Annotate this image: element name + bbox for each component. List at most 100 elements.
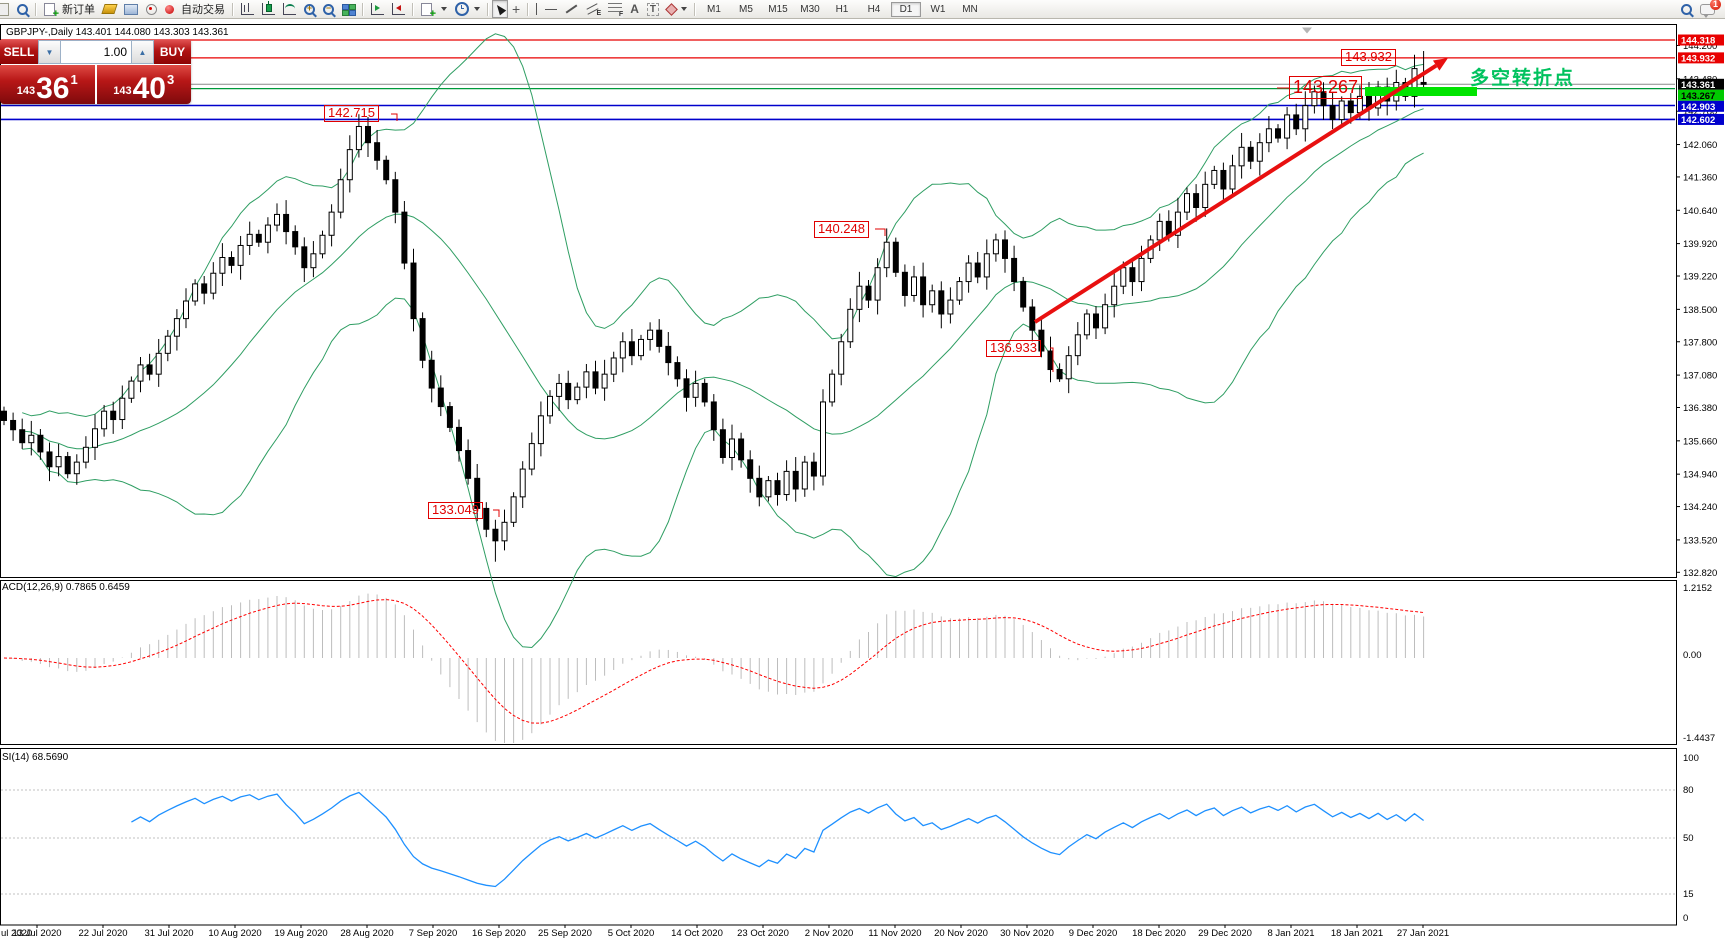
candle-body [920, 276, 927, 306]
candle-body [410, 262, 417, 320]
candle-body [1293, 114, 1300, 130]
candle-body [1356, 95, 1363, 114]
cursor-tool[interactable] [492, 0, 508, 18]
rsi-scale-label: 80 [1683, 785, 1694, 796]
sell-button[interactable]: SELL [0, 40, 38, 64]
zoom-in-button[interactable]: + [300, 0, 319, 18]
candle-body [37, 434, 44, 453]
arrows-dropdown[interactable] [663, 0, 691, 18]
periods-dropdown[interactable] [451, 0, 484, 18]
candle-body [1265, 128, 1272, 144]
navigator-button[interactable] [142, 0, 161, 18]
date-label: 25 Sep 2020 [538, 928, 592, 939]
annotation-143932[interactable]: 143.932 [1341, 49, 1396, 66]
timeframe-button-D1[interactable]: D1 [890, 1, 921, 17]
timeframe-button-M5[interactable]: M5 [739, 3, 753, 15]
rsi-line [131, 791, 1424, 888]
annotation-136933[interactable]: 136.933 [986, 340, 1041, 357]
search-icon [1681, 3, 1692, 15]
search-button[interactable] [1677, 0, 1696, 18]
candle-body [710, 401, 717, 431]
timeframe-button-M30[interactable]: M30 [800, 3, 820, 15]
tile-windows-icon [342, 3, 356, 16]
macd-histogram [12, 593, 1425, 743]
market-watch-button[interactable] [99, 0, 120, 18]
annotation-143267[interactable]: 143.267 [1289, 76, 1363, 99]
main-panel-border [0, 24, 1677, 578]
price-tag-label: 144.318 [1681, 36, 1715, 47]
timeframe-button-H4[interactable]: H4 [867, 3, 881, 15]
support-highlight-bar[interactable] [1365, 87, 1477, 96]
price-tick-label: 140.640 [1683, 206, 1717, 217]
candle-body [228, 257, 235, 266]
timeframe-button-H1[interactable]: H1 [835, 3, 849, 15]
crosshair-tool[interactable]: + [508, 0, 524, 18]
price-tick-label: 132.820 [1683, 568, 1717, 579]
volume-decrease-button[interactable]: ▼ [38, 40, 61, 64]
trend-arrow-head[interactable] [1432, 58, 1448, 71]
timeframe-button-M1[interactable]: M1 [707, 3, 721, 15]
equidistant-channel-tool[interactable]: E [582, 0, 604, 18]
turning-point-text[interactable]: 多空转折点 [1470, 68, 1576, 89]
volume-input[interactable] [61, 40, 131, 64]
candle-body [1002, 239, 1008, 259]
new-order-button[interactable]: 新订单 [40, 0, 99, 20]
candle-body [492, 528, 499, 542]
candle-body [774, 480, 781, 496]
date-label: 30 Nov 2020 [1000, 928, 1054, 939]
candle-body [419, 318, 426, 361]
candle-body [146, 364, 153, 375]
notifications-button[interactable]: 1 [1696, 0, 1721, 18]
zoom-out-button[interactable]: − [319, 0, 338, 18]
new-order-icon [44, 2, 59, 20]
autotrading-button[interactable]: 自动交易 [161, 0, 229, 18]
symbol-ohlc-title: GBPJPY-,Daily 143.401 144.080 143.303 14… [6, 27, 229, 38]
data-window-button[interactable] [120, 0, 142, 18]
candle-body [756, 477, 763, 498]
tile-windows-button[interactable] [338, 0, 359, 18]
horizontal-line-tool[interactable] [541, 0, 561, 18]
candle-body [64, 456, 71, 475]
volume-increase-button[interactable]: ▲ [131, 40, 154, 64]
annotation-142715[interactable]: 142.715 [324, 105, 379, 122]
candle-body [801, 461, 808, 490]
price-tag-143.267 [1678, 89, 1724, 101]
annotation-140248[interactable]: 140.248 [814, 221, 869, 238]
new-chart-dropdown[interactable] [417, 0, 451, 20]
timeframe-button-MN[interactable]: MN [962, 3, 978, 15]
text-tool[interactable]: A [630, 2, 639, 16]
candlestick-chart-button[interactable] [258, 0, 279, 18]
text-label-tool[interactable]: T [643, 0, 663, 18]
candle-body [283, 213, 290, 233]
rsi-scale-label: 100 [1683, 753, 1699, 764]
candle-body [1220, 169, 1227, 190]
buy-price-display[interactable]: 143 40 3 [96, 65, 191, 104]
candle-body [346, 149, 353, 181]
buy-button[interactable]: BUY [154, 40, 191, 64]
price-tag-143.932 [1678, 52, 1724, 64]
vertical-line-tool[interactable] [532, 0, 541, 18]
bar-chart-button[interactable] [237, 0, 258, 18]
price-chart[interactable]: 144.200143.480142.780142.060141.360140.6… [0, 24, 1725, 945]
trendline-tool[interactable] [561, 0, 582, 18]
auto-scroll-button[interactable] [367, 0, 388, 18]
candle-body [729, 438, 735, 458]
fibonacci-tool[interactable]: F [604, 0, 626, 18]
sell-price-display[interactable]: 143 36 1 [0, 65, 95, 104]
price-tag-143.361 [1678, 78, 1724, 90]
annotation-133049[interactable]: 133.049 [428, 502, 483, 519]
candle-body [528, 443, 535, 470]
price-tag-label: 143.267 [1681, 91, 1715, 102]
date-label: 18 Dec 2020 [1132, 928, 1186, 939]
timeframe-button-M15[interactable]: M15 [768, 3, 788, 15]
candle-body [383, 159, 390, 181]
candle-body [1302, 105, 1309, 130]
trend-arrow-line[interactable] [1033, 63, 1438, 324]
timeframe-button-W1[interactable]: W1 [930, 3, 946, 15]
line-chart-button[interactable] [279, 0, 300, 18]
print-preview-button[interactable] [13, 0, 32, 18]
candle-body [537, 415, 544, 445]
candle-body [1329, 105, 1336, 121]
chart-shift-button[interactable] [388, 0, 409, 18]
candle-body [838, 341, 845, 375]
